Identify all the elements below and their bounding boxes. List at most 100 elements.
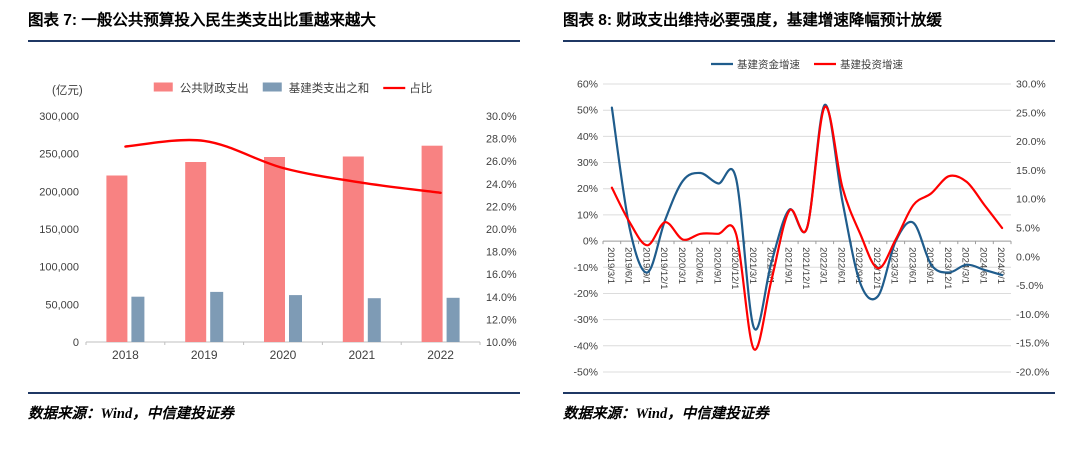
legend-label: 公共财政支出 <box>180 81 249 95</box>
x-tick-label: 2018 <box>112 348 139 362</box>
y-left-tick: -40% <box>573 340 598 352</box>
y-right-tick: 10.0% <box>486 337 517 349</box>
x-tick-label: 2019/9/1 <box>640 247 651 284</box>
bar-基建类支出之和-2020 <box>289 295 302 342</box>
y-right-tick: 14.0% <box>486 292 517 304</box>
legend-label: 占比 <box>409 81 432 95</box>
figure-7-footer-rule <box>28 392 520 394</box>
ratio-line <box>124 138 442 194</box>
x-tick-label: 2024/9/1 <box>995 247 1006 284</box>
unit-label: (亿元) <box>52 84 83 97</box>
y-right-tick: -15.0% <box>1016 338 1049 350</box>
bar-公共财政支出-2021 <box>342 156 364 342</box>
figure-7-chart: 0 50,000 100,000 150,000 200,000 250,000 300,0… <box>39 81 517 362</box>
bar-基建类支出之和-2019 <box>210 291 224 342</box>
y-left-tick: -10% <box>573 262 598 274</box>
series-line-基建资金增速 <box>610 103 1004 331</box>
figure-8-panel: 图表 8: 财政支出维持必要强度，基建增速降幅预计放缓 -50% -40% -30%… <box>563 8 1055 423</box>
y-left-tick: -30% <box>573 314 598 326</box>
figure-8-chart: -50% -40% -30% -20% -10% 0% 10% 20% 30% 40% 50% 60%… <box>573 58 1049 379</box>
x-axis-ticks <box>85 342 481 345</box>
x-tick-label: 2020/6/1 <box>694 247 705 284</box>
legend: 公共财政支出 基建类支出之和 占比 <box>153 81 432 95</box>
y-right-tick: 0.0% <box>1016 251 1040 263</box>
bar-基建类支出之和-2021 <box>367 298 381 342</box>
gridlines <box>603 83 1011 373</box>
x-tick-label: 2021 <box>348 348 375 362</box>
x-tick-label: 2022/3/1 <box>818 247 829 284</box>
y-left-tick: 300,000 <box>39 111 79 123</box>
bar-公共财政支出-2018 <box>106 175 128 342</box>
y-right-tick: 20.0% <box>486 224 517 236</box>
y-left-tick: 20% <box>577 183 598 195</box>
y-right-tick: 22.0% <box>486 201 517 213</box>
y-left-tick: 50,000 <box>45 299 79 311</box>
y-left-tick: 0% <box>583 236 598 248</box>
x-tick-label: 2019/3/1 <box>605 247 616 284</box>
y-left-tick: 50% <box>577 105 598 117</box>
y-right-tick: -5.0% <box>1016 280 1043 292</box>
y-axis-right-labels: -20.0% -15.0% -10.0% -5.0% 0.0% 5.0% 10.0% 15.0… <box>1016 79 1049 379</box>
y-right-tick: -10.0% <box>1016 309 1049 321</box>
figure-7-panel: 图表 7: 一般公共预算投入民生类支出比重越来越大 0 50,000 100,000… <box>28 8 520 423</box>
bar-series <box>106 145 460 342</box>
x-tick-label: 2020/9/1 <box>711 247 722 284</box>
y-left-tick: 30% <box>577 157 598 169</box>
figure-8-title: 图表 8: 财政支出维持必要强度，基建增速降幅预计放缓 <box>563 12 942 29</box>
x-axis-labels: 2018 2019 2020 2021 2022 <box>112 348 454 362</box>
y-left-tick: 250,000 <box>39 149 79 161</box>
y-right-tick: 30.0% <box>486 111 517 123</box>
y-left-tick: 60% <box>577 79 598 91</box>
y-right-tick: 16.0% <box>486 269 517 281</box>
x-tick-label: 2021/3/1 <box>747 247 758 284</box>
legend-label: 基建资金增速 <box>737 58 800 71</box>
bar-基建类支出之和-2022 <box>446 297 460 342</box>
y-left-tick: -50% <box>573 367 598 379</box>
y-right-tick: 10.0% <box>1016 194 1046 206</box>
figure-7-title-rule <box>28 40 520 42</box>
x-tick-label: 2023/3/1 <box>889 247 900 284</box>
y-axis-left-labels: 0 50,000 100,000 150,000 200,000 250,000 300,0… <box>39 111 79 349</box>
y-right-tick: 26.0% <box>486 156 517 168</box>
y-right-tick: 15.0% <box>1016 165 1046 177</box>
x-tick-label: 2022/9/1 <box>853 247 864 284</box>
bar-基建类支出之和-2018 <box>131 296 145 342</box>
series-line-基建投资增速 <box>610 105 1004 351</box>
x-tick-label: 2020/12/1 <box>729 247 740 289</box>
y-left-tick: 10% <box>577 209 598 221</box>
x-tick-label: 2022 <box>427 348 454 362</box>
bar-公共财政支出-2019 <box>185 162 207 342</box>
y-left-tick: 200,000 <box>39 186 79 198</box>
y-left-tick: 40% <box>577 131 598 143</box>
legend: 基建资金增速 基建投资增速 <box>711 58 903 71</box>
x-tick-label: 2023/12/1 <box>942 247 953 289</box>
y-right-tick: 24.0% <box>486 179 517 191</box>
legend-swatch <box>153 82 173 92</box>
y-right-tick: 20.0% <box>1016 136 1046 148</box>
legend-label: 基建投资增速 <box>840 58 903 71</box>
x-tick-label: 2021/9/1 <box>782 247 793 284</box>
figure-8-source: 数据来源：Wind，中信建投证券 <box>563 406 769 422</box>
x-tick-label: 2020 <box>270 348 297 362</box>
figure-8-footer-rule <box>563 392 1055 394</box>
y-right-tick: 5.0% <box>1016 223 1040 235</box>
x-tick-label: 2019/12/1 <box>658 247 669 289</box>
x-tick-label: 2022/6/1 <box>836 247 847 284</box>
y-left-tick: 150,000 <box>39 224 79 236</box>
y-right-tick: -20.0% <box>1016 367 1049 379</box>
bar-公共财政支出-2020 <box>264 157 285 342</box>
figure-8-title-rule <box>563 40 1055 42</box>
legend-swatch <box>262 82 282 92</box>
y-axis-right-labels: 10.0% 12.0% 14.0% 16.0% 18.0% 20.0% 22.0% 24.0%… <box>486 111 517 349</box>
x-tick-label: 2020/3/1 <box>676 247 687 284</box>
y-left-tick: -20% <box>573 288 598 300</box>
y-left-tick: 100,000 <box>39 262 79 274</box>
x-tick-label: 2019/6/1 <box>623 247 634 284</box>
y-right-tick: 12.0% <box>486 314 517 326</box>
figure-7-title: 图表 7: 一般公共预算投入民生类支出比重越来越大 <box>28 12 376 29</box>
x-tick-label: 2021/12/1 <box>800 247 811 289</box>
x-tick-label: 2023/9/1 <box>924 247 935 284</box>
x-axis-labels: 2019/3/1 2019/6/1 2019/9/1 2019/12/1 2020/3/… <box>605 247 1006 289</box>
y-right-tick: 30.0% <box>1016 79 1046 91</box>
